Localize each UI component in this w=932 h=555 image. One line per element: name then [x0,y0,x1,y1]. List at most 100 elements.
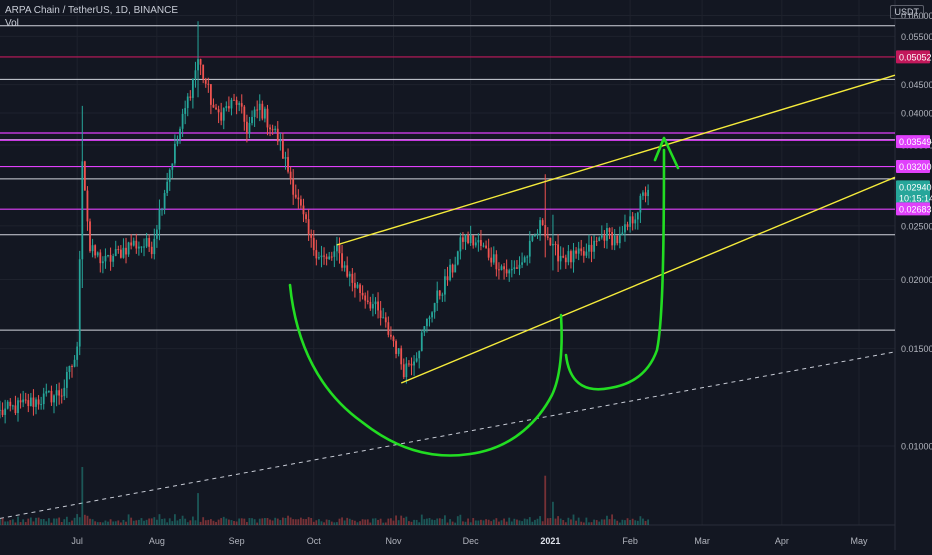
volume-bar [510,521,513,525]
candle-body [575,250,577,254]
price-tag-red [896,50,930,64]
candle-body [343,265,346,268]
candle-body [572,250,575,263]
candle-body [186,96,189,109]
volume-bar [498,521,500,525]
volume-bar [63,519,66,525]
volume-bar [132,520,135,525]
candle-body [531,235,534,241]
volume-label: Vol [5,18,19,29]
volume-bar [89,518,91,525]
candle-body [194,70,197,79]
candle-body [227,106,230,109]
volume-bar [402,517,405,525]
candle-body [634,219,637,224]
candle-body [382,317,385,319]
candle-body [544,225,547,237]
candle-body [202,64,205,80]
volume-bar [338,518,341,525]
volume-bar [238,518,241,525]
volume-bar [155,519,158,525]
volume-bar [546,518,549,525]
volume-bar [168,518,171,525]
volume-bar [397,520,400,525]
volume-bar [549,518,552,525]
volume-bar [122,519,125,525]
candle-body [451,264,454,273]
volume-bar [189,520,192,525]
volume-bar [258,518,261,525]
candle-body [588,244,590,252]
candle-body [541,220,544,226]
volume-bar [315,520,318,525]
volume-bar [53,518,55,525]
volume-bar [536,518,539,525]
candle-body [58,390,61,396]
candle-body [76,346,79,360]
volume-bar [230,520,233,525]
volume-bar [186,522,189,525]
candle-body [235,99,238,105]
candle-body [446,276,449,281]
volume-bar [253,519,256,525]
volume-bar [94,521,97,525]
price-tag-magenta [896,160,930,174]
candle-body [243,106,246,122]
time-tick-label: Feb [622,536,638,546]
volume-bar [477,520,480,525]
volume-bar [480,519,482,525]
candle-body [500,266,503,271]
volume-bar [528,517,531,525]
candle-body [225,106,228,109]
candle-body [207,83,210,85]
candle-body [14,405,17,414]
volume-bar [526,519,529,525]
candle-body [585,251,588,256]
volume-bar [9,520,12,525]
candle-body [99,252,102,264]
volume-bar [207,519,210,525]
volume-bar [505,521,508,525]
candle-body [65,371,68,388]
volume-bar [570,519,572,525]
candle-body [480,240,482,246]
volume-bar [140,518,143,525]
volume-bar [356,522,359,525]
currency-unit-button[interactable]: USDT [889,5,924,19]
candle-body [294,194,297,198]
volume-bar [125,521,127,525]
volume-bar [456,516,459,525]
time-tick-label: Jul [71,536,83,546]
candle-body [467,234,469,244]
candle-body [351,273,354,283]
candle-body [636,212,639,220]
volume-bar [603,519,606,525]
candle-body [261,103,264,119]
volume-bar [621,519,624,525]
volume-bar [312,521,315,525]
candle-body [333,251,336,257]
volume-bar [212,520,215,525]
candle-body [161,209,163,211]
volume-bar [433,520,436,525]
volume-bar [379,518,382,525]
candle-body [410,363,413,366]
volume-bar [1,518,4,525]
volume-bar [266,518,269,525]
candle-body [613,235,616,246]
volume-bar [588,522,590,525]
candle-body [127,242,130,255]
volume-bar [251,518,253,525]
candle-body [469,235,472,244]
candle-body [145,238,148,247]
volume-bar [14,522,17,525]
candle-body [22,399,25,403]
price-tag-label: 10:15:14 [899,193,932,203]
volume-bar [390,518,392,525]
volume-bar [580,521,583,525]
candle-body [63,387,66,397]
candle-body [549,237,552,246]
volume-bars [0,467,650,525]
chart-title: ARPA Chain / TetherUS, 1D, BINANCE [5,5,179,16]
